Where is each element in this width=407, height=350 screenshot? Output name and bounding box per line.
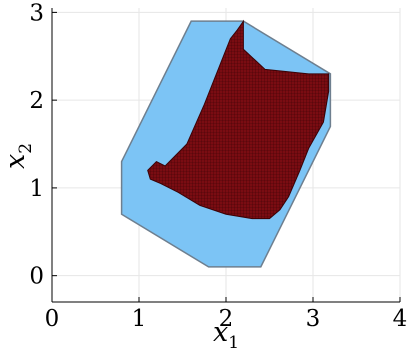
x-tick-label: 1 [132, 306, 147, 332]
surface-polygon [147, 19, 330, 220]
x-tick-labels: 0 1 2 3 4 [45, 306, 407, 332]
y-tick-label: 3 [29, 0, 44, 26]
y-tick-label: 2 [29, 88, 44, 114]
x-tick-label: 2 [219, 306, 234, 332]
x-tick-label: 3 [306, 306, 321, 332]
y-axis-label: x2 [0, 143, 36, 169]
x-axis-label: x1 [213, 317, 239, 350]
y-tick-labels: 0 1 2 3 [29, 0, 44, 289]
axes [51, 8, 401, 303]
y-tick-label: 1 [29, 176, 44, 202]
x-tick-label: 0 [45, 306, 60, 332]
reachable-set-surface [147, 19, 330, 220]
x-tick-label: 4 [393, 306, 407, 332]
y-tick-label: 0 [29, 264, 44, 290]
